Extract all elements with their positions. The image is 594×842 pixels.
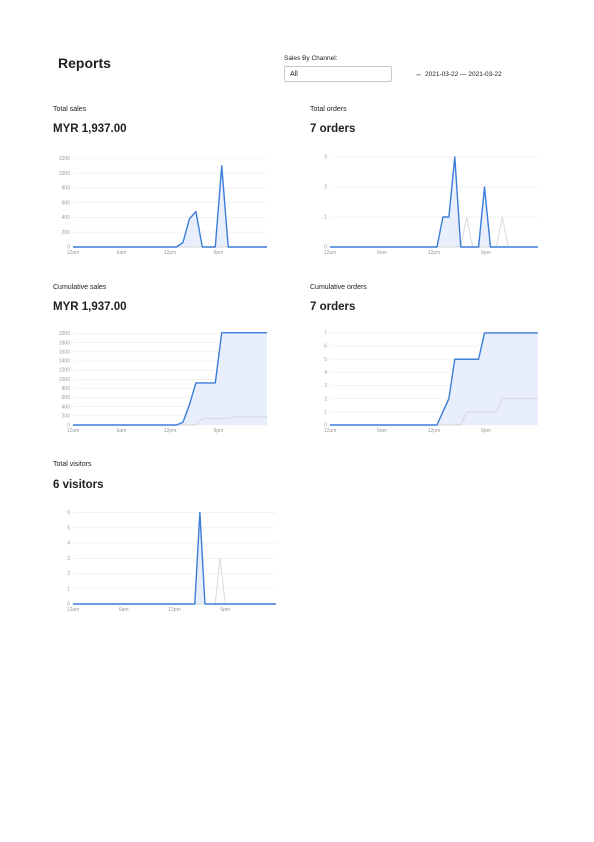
y-tick-label: 800 <box>62 386 71 392</box>
cumulative-orders-chart: 0 1 2 3 4 5 6 7 12am 6am 12pm 6pm <box>324 331 538 434</box>
y-tick-label: 200 <box>62 230 71 236</box>
x-tick-label: 6pm <box>220 607 230 613</box>
y-tick-label: 3 <box>324 383 327 389</box>
y-tick-label: 2 <box>67 571 70 577</box>
cumulative-orders-value: 7 orders <box>310 301 356 313</box>
y-tick-label: 400 <box>62 215 71 221</box>
x-tick-label: 12am <box>324 428 337 434</box>
calendar-icon: ↔ <box>415 71 422 78</box>
cumulative-sales-value: MYR 1,937.00 <box>53 301 127 313</box>
series-area <box>73 332 267 425</box>
total-visitors-label: Total visitors <box>53 461 92 468</box>
date-range-text: 2021-03-22 — 2021-03-22 <box>425 71 502 78</box>
total-sales-chart: 0 200 400 600 800 1000 1200 12am 6am 12pm 6pm <box>59 156 267 256</box>
x-tick-label: 12pm <box>428 428 441 434</box>
y-tick-label: 5 <box>67 525 70 531</box>
cumulative-orders-label: Cumulative orders <box>310 284 367 291</box>
y-tick-label: 0 <box>67 423 70 429</box>
x-tick-label: 12am <box>67 428 80 434</box>
x-tick-label: 6pm <box>481 428 491 434</box>
y-tick-label: 2000 <box>59 331 70 337</box>
series-line-comparison <box>73 557 276 605</box>
y-tick-label: 600 <box>62 395 71 401</box>
y-tick-label: 0 <box>67 602 70 608</box>
y-tick-label: 1200 <box>59 156 70 162</box>
x-tick-label: 12am <box>324 250 337 256</box>
total-orders-label: Total orders <box>310 106 347 113</box>
series-line-primary <box>73 511 276 605</box>
total-orders-value: 7 orders <box>310 123 356 135</box>
y-tick-label: 7 <box>324 331 327 337</box>
x-tick-label: 6am <box>377 250 387 256</box>
y-tick-label: 3 <box>324 155 327 161</box>
series-line-primary <box>73 331 267 426</box>
x-tick-label: 6am <box>119 607 129 613</box>
series-line-primary <box>73 165 267 248</box>
y-tick-label: 1 <box>67 586 70 592</box>
x-tick-label: 12pm <box>428 250 441 256</box>
y-tick-label: 400 <box>62 404 71 410</box>
series-area <box>330 332 538 425</box>
page-title: Reports <box>58 55 111 71</box>
series-area <box>330 157 538 247</box>
y-tick-label: 1000 <box>59 377 70 383</box>
x-tick-label: 12am <box>67 250 80 256</box>
y-tick-label: 600 <box>62 200 71 206</box>
y-tick-label: 0 <box>324 245 327 251</box>
y-tick-label: 1400 <box>59 359 70 365</box>
x-tick-label: 6pm <box>214 428 224 434</box>
x-tick-label: 12pm <box>164 250 177 256</box>
total-sales-label: Total sales <box>53 106 87 113</box>
y-tick-label: 1200 <box>59 368 70 374</box>
y-tick-label: 1800 <box>59 340 70 346</box>
y-tick-label: 0 <box>324 423 327 429</box>
channel-select[interactable]: All <box>284 66 392 82</box>
total-sales-value: MYR 1,937.00 <box>53 123 127 135</box>
y-tick-label: 1000 <box>59 171 70 177</box>
series-area <box>73 165 267 247</box>
y-tick-label: 200 <box>62 413 71 419</box>
y-tick-label: 2 <box>324 396 327 402</box>
y-tick-label: 6 <box>67 510 70 516</box>
total-visitors-chart: 0 1 2 3 4 5 6 12am 6am 12pm 6pm <box>67 510 276 613</box>
y-tick-label: 3 <box>67 556 70 562</box>
series-line-primary <box>330 332 538 426</box>
y-tick-label: 5 <box>324 357 327 363</box>
y-tick-label: 6 <box>324 344 327 350</box>
x-tick-label: 12pm <box>168 607 181 613</box>
cumulative-sales-label: Cumulative sales <box>53 284 107 291</box>
series-line-comparison <box>330 216 538 248</box>
y-tick-label: 0 <box>67 245 70 251</box>
x-tick-label: 6pm <box>481 250 491 256</box>
x-tick-label: 6am <box>117 250 127 256</box>
y-tick-label: 800 <box>62 186 71 192</box>
x-tick-label: 6am <box>117 428 127 434</box>
x-tick-label: 6am <box>377 428 387 434</box>
channel-filter-label: Sales By Channel: <box>284 55 338 62</box>
series-line-primary <box>330 156 538 248</box>
y-tick-label: 2 <box>324 185 327 191</box>
total-orders-chart: 0 1 2 3 12am 6am 12pm 6pm <box>324 155 538 256</box>
x-tick-label: 6pm <box>214 250 224 256</box>
total-visitors-value: 6 visitors <box>53 479 104 491</box>
y-tick-label: 1 <box>324 215 327 221</box>
date-range-picker[interactable]: ↔ 2021-03-22 — 2021-03-22 <box>415 71 502 78</box>
x-tick-label: 12pm <box>164 428 177 434</box>
y-tick-label: 1 <box>324 409 327 415</box>
y-tick-label: 4 <box>324 370 327 376</box>
y-tick-label: 4 <box>67 541 70 547</box>
x-tick-label: 12am <box>67 607 80 613</box>
y-tick-label: 1600 <box>59 349 70 355</box>
cumulative-sales-chart: 0 200 400 600 800 1000 1200 1400 1600 1800 2000 12a… <box>59 331 267 434</box>
